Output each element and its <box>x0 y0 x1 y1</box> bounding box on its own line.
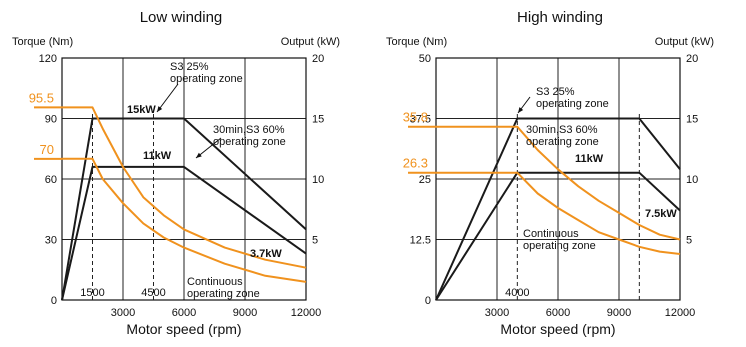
plot-frame <box>435 57 681 301</box>
y-tick-label-right: 15 <box>686 114 698 126</box>
marker-label: 1500 <box>80 287 104 299</box>
x-tick-label: 9000 <box>233 307 257 319</box>
y-tick-label-left: 12.5 <box>410 235 431 247</box>
x-tick-label: 12000 <box>665 307 696 319</box>
y-tick-label-left: 90 <box>45 114 57 126</box>
series-label: 7.5kW <box>645 208 677 220</box>
annotation-s3: S3 25% <box>170 61 209 73</box>
y-tick-label-right: 20 <box>312 53 324 65</box>
chart-title: Low winding <box>140 9 223 26</box>
y-tick-label-right: 5 <box>312 235 318 247</box>
annotation-cont: operating zone <box>187 288 260 300</box>
series-line-1 <box>61 165 307 301</box>
chart-panel-high-winding: High winding Torque (Nm) Output (kW) Motor … <box>386 9 714 337</box>
y-axis-left-title: Torque (Nm) <box>12 36 73 48</box>
series-line-4 <box>436 171 681 255</box>
series-line-3 <box>436 125 681 241</box>
highlight-value-label: 26.3 <box>403 156 428 171</box>
annotation-s60: 30min,S3 60% <box>526 124 598 136</box>
annotation-cont: Continuous <box>187 276 243 288</box>
x-tick-label: 3000 <box>111 307 135 319</box>
y-axis-right-title: Output (kW) <box>655 36 714 48</box>
annotation-cont: Continuous <box>523 228 579 240</box>
annotation-cont: operating zone <box>523 240 596 252</box>
chart-title: High winding <box>517 9 603 26</box>
plot-frame <box>61 57 307 301</box>
x-axis-title: Motor speed (rpm) <box>126 321 241 337</box>
marker-label: 4000 <box>505 287 529 299</box>
y-tick-label-left: 37.5 <box>410 114 431 126</box>
annotation-arrowhead <box>157 106 163 112</box>
y-tick-label-right: 15 <box>312 114 324 126</box>
y-tick-label-right: 20 <box>686 53 698 65</box>
annotation-s60: operating zone <box>213 136 286 148</box>
annotation-s60: 30min,S3 60% <box>213 124 285 136</box>
x-axis-title: Motor speed (rpm) <box>500 321 615 337</box>
annotation-arrowhead <box>196 152 202 158</box>
series-label: 11kW <box>143 150 172 162</box>
annotation-arrowhead <box>518 107 524 113</box>
y-tick-label-right: 10 <box>686 174 698 186</box>
y-tick-label-right: 5 <box>686 235 692 247</box>
marker-label: 4500 <box>141 287 165 299</box>
annotation-s60: operating zone <box>526 136 599 148</box>
series-label: 11kW <box>575 153 604 165</box>
x-tick-label: 9000 <box>607 307 631 319</box>
y-tick-label-left: 0 <box>51 295 57 307</box>
series-line-0 <box>61 117 307 301</box>
annotation-s3: S3 25% <box>536 86 575 98</box>
highlight-value-label: 35.8 <box>403 110 428 125</box>
annotation-arrow <box>156 83 179 113</box>
series-label: 15kW <box>127 104 156 116</box>
x-tick-label: 12000 <box>291 307 322 319</box>
annotation-s3: operating zone <box>170 73 243 85</box>
series-line-0 <box>435 117 681 301</box>
y-tick-label-left: 0 <box>425 295 431 307</box>
y-tick-label-left: 60 <box>45 174 57 186</box>
x-tick-label: 3000 <box>485 307 509 319</box>
y-tick-label-left: 25 <box>419 174 431 186</box>
y-tick-label-left: 120 <box>39 53 57 65</box>
series-line-3 <box>62 106 307 269</box>
y-tick-label-right: 10 <box>312 174 324 186</box>
x-tick-label: 6000 <box>172 307 196 319</box>
y-axis-right-title: Output (kW) <box>281 36 340 48</box>
y-tick-label-left: 50 <box>419 53 431 65</box>
series-label: 3.7kW <box>250 248 282 260</box>
chart-panel-low-winding: Low winding Torque (Nm) Output (kW) Motor s… <box>12 9 340 337</box>
y-axis-left-title: Torque (Nm) <box>386 36 447 48</box>
x-tick-label: 6000 <box>546 307 570 319</box>
highlight-value-label: 95.5 <box>29 90 54 105</box>
y-tick-label-left: 30 <box>45 235 57 247</box>
annotation-s3: operating zone <box>536 98 609 110</box>
series-line-1 <box>435 171 681 301</box>
highlight-value-label: 70 <box>40 142 54 157</box>
series-line-4 <box>62 157 307 283</box>
